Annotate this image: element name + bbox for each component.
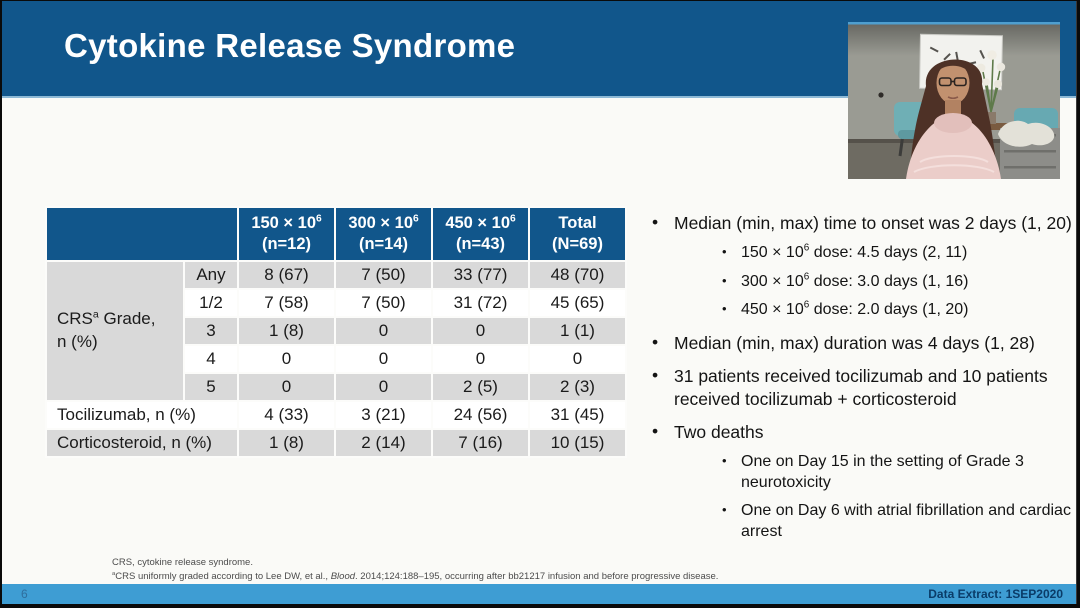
row-label-tocilizumab: Tocilizumab, n (%) (45, 400, 239, 430)
footnote-grading-reference: aCRS uniformly graded according to Lee D… (112, 571, 719, 583)
sub-bullet-dose-300: • 300 × 106 dose: 3.0 days (1, 16) (722, 271, 969, 290)
table-cell: 0 (334, 344, 433, 374)
bullet-tocilizumab-patients: • 31 patients received tocilizumab and 1… (652, 365, 1048, 409)
table-cell: 24 (56) (431, 400, 530, 430)
bullet-icon: • (652, 331, 659, 352)
table-cell: 0 (334, 316, 433, 346)
table-cell: 31 (45) (528, 400, 627, 430)
bullet-icon: • (722, 453, 727, 469)
table-cell: 3 (21) (334, 400, 433, 430)
table-cell: 45 (65) (528, 288, 627, 318)
crs-grade-row-label: CRSa Grade, n (%) (45, 260, 185, 402)
page-number: 6 (21, 587, 28, 601)
table-row-grade-4: 4 0 0 0 0 (46, 344, 627, 374)
bullet-two-deaths: • Two deaths • One on Day 15 in the sett… (650, 421, 1074, 542)
bullet-icon: • (652, 212, 659, 232)
bullet-duration: • Median (min, max) duration was 4 days … (652, 331, 1035, 353)
table-cell: 33 (77) (431, 260, 530, 290)
sub-bullet-death-day15: • One on Day 15 in the setting of Grade … (722, 453, 1024, 491)
bullet-icon: • (722, 272, 727, 288)
table-cell: 48 (70) (528, 260, 627, 290)
table-row-grade-any: CRSa Grade, n (%) Any 8 (67) 7 (50) 33 (… (45, 260, 627, 402)
column-header-dose-150: 150 × 106 (n=12) (237, 206, 336, 262)
footnote-abbreviation: CRS, cytokine release syndrome. (112, 557, 253, 568)
grade-sublabel: 5 (183, 372, 239, 402)
table-cell: 1 (8) (237, 428, 336, 458)
data-extract-label: Data Extract: 1SEP2020 (928, 587, 1063, 601)
row-label-corticosteroid: Corticosteroid, n (%) (45, 428, 239, 458)
grade-sublabel: Any (183, 260, 239, 290)
table-cell: 1 (1) (528, 316, 627, 346)
papers-icon (998, 120, 1055, 147)
bullet-icon: • (652, 420, 659, 441)
table-cell: 4 (33) (237, 400, 336, 430)
table-row-tocilizumab: Tocilizumab, n (%) 4 (33) 3 (21) 24 (56)… (45, 400, 627, 430)
column-header-total: Total (N=69) (528, 206, 627, 262)
table-cell: 31 (72) (431, 288, 530, 318)
hair-fringe (935, 60, 971, 74)
sub-bullet-death-day6: • One on Day 6 with atrial fibrillation … (722, 502, 1071, 540)
presenter-avatar (906, 59, 1001, 179)
wall-dot (878, 92, 884, 98)
table-cell: 0 (237, 372, 336, 402)
column-header-dose-450: 450 × 106 (n=43) (431, 206, 530, 262)
face (936, 62, 970, 104)
bullet-icon: • (722, 502, 727, 518)
table-cell: 2 (3) (528, 372, 627, 402)
table-cell: 10 (15) (528, 428, 627, 458)
table-cell: 2 (14) (334, 428, 433, 458)
table-row-grade-1-2: 1/2 7 (58) 7 (50) 31 (72) 45 (65) (46, 288, 627, 318)
presenter-webcam-video (848, 22, 1060, 179)
sub-bullet-dose-150: • 150 × 106 dose: 4.5 days (2, 11) (722, 243, 968, 262)
sweater (906, 115, 1001, 179)
table-cell: 7 (50) (334, 260, 433, 290)
cowl-neck (934, 113, 972, 133)
neck (945, 100, 961, 117)
grade-sublabel: 1/2 (183, 288, 239, 318)
table-cell: 0 (431, 344, 530, 374)
table-row-grade-5: 5 0 0 2 (5) 2 (3) (46, 372, 627, 402)
flower-vase-icon (976, 50, 1006, 124)
table-cell: 0 (334, 372, 433, 402)
table-cell: 7 (16) (431, 428, 530, 458)
webcam-scene (848, 22, 1060, 179)
table-cell: 0 (528, 344, 627, 374)
slide-title: Cytokine Release Syndrome (64, 27, 516, 64)
bullet-panel: • Median (min, max) time to onset was 2 … (650, 212, 1074, 553)
crs-data-table: 150 × 106 (n=12) 300 × 106 (n=14) 450 × … (45, 206, 627, 458)
glasses-icon (938, 77, 967, 87)
table-row-grade-3: 3 1 (8) 0 0 1 (1) (46, 316, 627, 346)
bullet-icon: • (722, 244, 727, 260)
column-header-dose-300: 300 × 106 (n=14) (334, 206, 433, 262)
blank-header-cell (45, 206, 239, 262)
table-cell: 0 (237, 344, 336, 374)
table-cell: 8 (67) (237, 260, 336, 290)
table-cell: 2 (5) (431, 372, 530, 402)
table-row-corticosteroid: Corticosteroid, n (%) 1 (8) 2 (14) 7 (16… (45, 428, 627, 458)
mouth (947, 96, 959, 100)
grade-sublabel: 3 (183, 316, 239, 346)
grade-sublabel: 4 (183, 344, 239, 374)
table-cell: 0 (431, 316, 530, 346)
table-header: 150 × 106 (n=12) 300 × 106 (n=14) 450 × … (45, 206, 627, 262)
slide-footer-bar: 6 Data Extract: 1SEP2020 (2, 584, 1076, 604)
sub-bullet-dose-450: • 450 × 106 dose: 2.0 days (1, 20) (722, 300, 969, 319)
bullet-time-to-onset: • Median (min, max) time to onset was 2 … (650, 212, 1074, 321)
table-cell: 1 (8) (237, 316, 336, 346)
table-cell: 7 (50) (334, 288, 433, 318)
table-cell: 7 (58) (237, 288, 336, 318)
bullet-icon: • (722, 301, 727, 317)
footnotes: CRS, cytokine release syndrome. aCRS uni… (112, 556, 718, 585)
bullet-icon: • (652, 365, 659, 386)
